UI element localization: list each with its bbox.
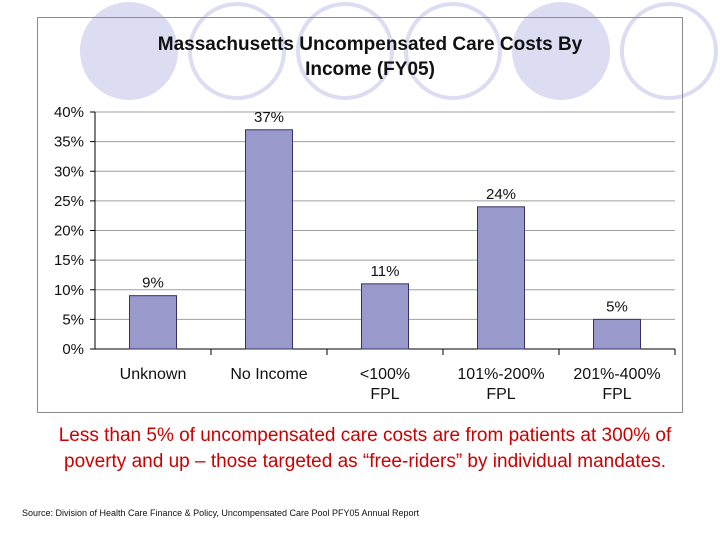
x-tick-label: 101%-200% bbox=[457, 366, 544, 383]
decorative-ring bbox=[404, 2, 502, 100]
data-label: 11% bbox=[371, 263, 400, 280]
data-label: 5% bbox=[606, 298, 628, 315]
y-tick-label: 40% bbox=[54, 104, 84, 121]
chart-frame bbox=[37, 17, 683, 413]
y-tick-label: 0% bbox=[62, 341, 84, 358]
bar bbox=[361, 283, 409, 350]
data-label: 9% bbox=[142, 275, 164, 292]
decorative-circle bbox=[80, 2, 178, 100]
caption-text: Less than 5% of uncompensated care costs… bbox=[58, 425, 672, 472]
decorative-circle bbox=[512, 2, 610, 100]
bar bbox=[245, 129, 293, 350]
decorative-ring bbox=[296, 2, 394, 100]
bar-chart: 0% 5% 10% 15% 20% 25% 30% 35% 40% 9% Unknown 37% No … bbox=[54, 104, 676, 403]
chart-title: Massachusetts Uncompensated Care Costs B… bbox=[157, 34, 583, 80]
source-note: Source: Division of Health Care Finance … bbox=[22, 508, 420, 518]
x-tick-label: No Income bbox=[230, 366, 307, 383]
data-label: 37% bbox=[254, 109, 284, 126]
x-tick-label: Unknown bbox=[120, 366, 187, 383]
decorative-ring bbox=[620, 2, 718, 100]
x-tick-label: FPL bbox=[370, 386, 399, 403]
y-tick-label: 5% bbox=[62, 311, 84, 328]
data-label: 24% bbox=[486, 186, 516, 203]
bar bbox=[477, 206, 525, 350]
x-tick-label: <100% bbox=[360, 366, 410, 383]
bar bbox=[129, 295, 177, 350]
y-tick-label: 20% bbox=[54, 223, 84, 240]
y-tick-label: 25% bbox=[54, 193, 84, 210]
bar bbox=[593, 318, 641, 350]
x-tick-label: 201%-400% bbox=[573, 366, 660, 383]
y-tick-label: 15% bbox=[54, 252, 84, 269]
y-tick-label: 35% bbox=[54, 134, 84, 151]
y-tick-label: 10% bbox=[54, 282, 84, 299]
decorative-ring bbox=[188, 2, 286, 100]
x-tick-label: FPL bbox=[486, 386, 515, 403]
y-tick-label: 30% bbox=[54, 163, 84, 180]
x-tick-label: FPL bbox=[602, 386, 631, 403]
